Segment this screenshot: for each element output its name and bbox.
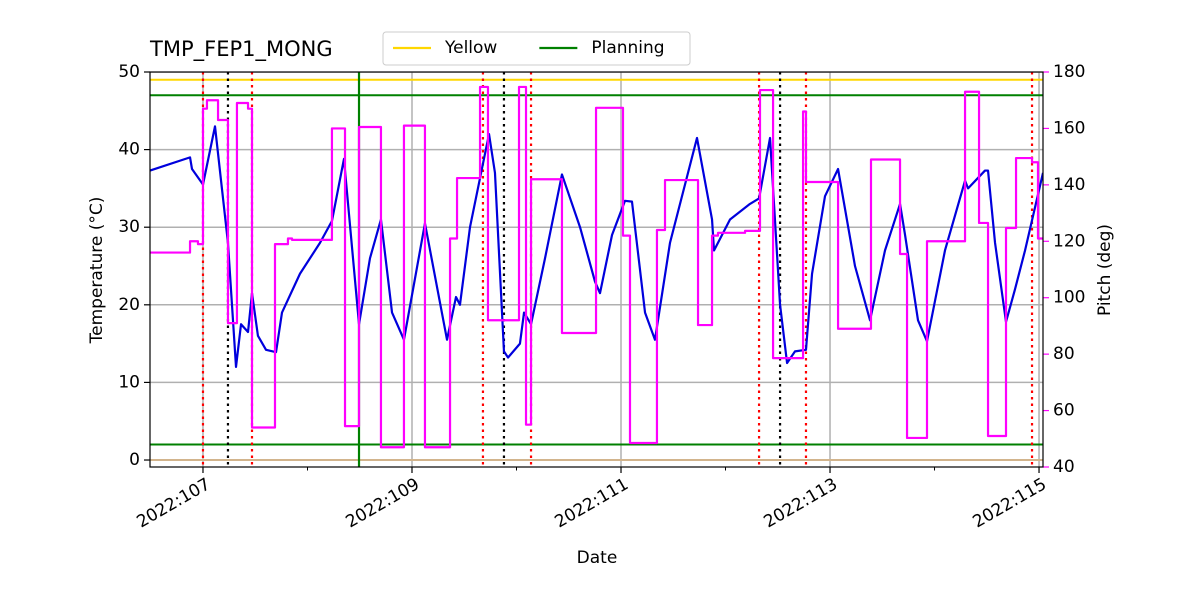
y2-tick-label: 120 bbox=[1053, 231, 1085, 251]
x-axis-label: Date bbox=[577, 548, 618, 568]
legend-label: Yellow bbox=[444, 38, 497, 58]
y-tick-label: 40 bbox=[118, 140, 140, 160]
y2-tick-label: 80 bbox=[1053, 344, 1075, 364]
axes-frame bbox=[149, 71, 1044, 468]
legend: Yellow Planning bbox=[382, 31, 691, 66]
y2-tick-label: 60 bbox=[1053, 401, 1075, 421]
y2-tick-label: 140 bbox=[1053, 175, 1085, 195]
y-tick-label: 10 bbox=[118, 372, 140, 392]
y-tick-label: 50 bbox=[118, 62, 140, 82]
legend-box bbox=[382, 31, 691, 66]
plot-area bbox=[150, 72, 1043, 467]
y2-axis-label: Pitch (deg) bbox=[1095, 224, 1115, 316]
y2-tick-label: 40 bbox=[1053, 457, 1075, 477]
y2-tick-label: 160 bbox=[1053, 118, 1085, 138]
y-tick-label: 30 bbox=[118, 217, 140, 237]
legend-label: Planning bbox=[591, 38, 664, 58]
y2-tick-label: 180 bbox=[1053, 62, 1085, 82]
y-axis-label: Temperature (°C) bbox=[87, 197, 107, 345]
chart-title: TMP_FEP1_MONG bbox=[149, 37, 333, 62]
series-line bbox=[150, 85, 1043, 449]
y2-tick-label: 100 bbox=[1053, 288, 1085, 308]
y-tick-label: 0 bbox=[129, 450, 140, 470]
y-tick-label: 20 bbox=[118, 295, 140, 315]
